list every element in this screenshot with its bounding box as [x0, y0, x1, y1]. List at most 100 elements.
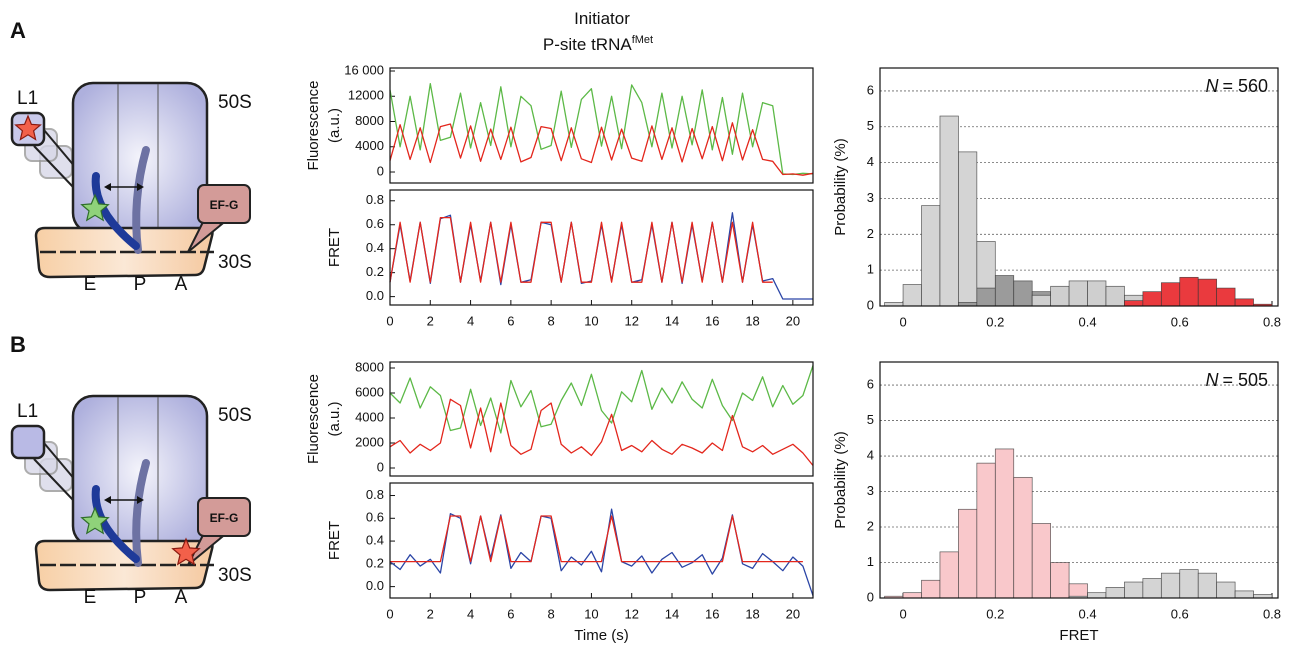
y-axis-title: Fluorescence: [305, 80, 322, 170]
histogram-bar: [1013, 476, 1033, 599]
x-axis-title: Time (s): [574, 627, 628, 644]
trace-line: [389, 365, 814, 434]
x-tick-label: 0: [899, 606, 906, 621]
acceptor-star: [171, 537, 201, 566]
x-tick-label: 4: [467, 313, 474, 328]
y-tick-label: 0: [377, 459, 384, 474]
y-tick-label: 0.2: [366, 264, 384, 279]
x-tick-label: 6: [507, 606, 514, 621]
y-tick-label: 16 000: [344, 62, 384, 77]
site-label: P: [134, 587, 147, 608]
y-tick-label: 2000: [355, 434, 384, 449]
trace-line: [390, 515, 803, 563]
y-tick-label: 0: [867, 589, 874, 604]
y-tick-label: 0.0: [366, 578, 384, 593]
ribosome-schematic: L1 50S 30S EF-G E P A: [10, 81, 252, 295]
y-tick-label: 0: [867, 297, 874, 312]
histogram-bar: [1142, 578, 1162, 599]
histogram-bar: [1087, 592, 1107, 599]
y-tick-label: 3: [867, 483, 874, 498]
trace-line: [389, 122, 814, 176]
x-tick-label: 8: [548, 606, 555, 621]
small-subunit-label: 30S: [218, 565, 252, 586]
x-tick-label: 16: [705, 313, 719, 328]
histogram-bar: [902, 284, 922, 307]
x-tick-label: 2: [427, 313, 434, 328]
y-tick-label: 0.8: [366, 487, 384, 502]
y-tick-label: 6000: [355, 384, 384, 399]
l1-label: L1: [17, 88, 38, 109]
histogram-bar: [921, 579, 941, 599]
x-axis-title: FRET: [1059, 627, 1098, 644]
histogram-bar: [1105, 587, 1125, 599]
y-axis-title: (a.u.): [326, 108, 343, 143]
histogram-bar: [1216, 581, 1236, 599]
histogram-bar: [1050, 562, 1070, 599]
sample-size-value: = 560: [1222, 76, 1268, 96]
histogram-bar: [1234, 590, 1254, 599]
histogram-bar: [1142, 291, 1162, 307]
histogram-bar: [1087, 280, 1107, 307]
histogram-bar: [1031, 294, 1051, 307]
histogram-bar: [958, 508, 978, 599]
y-tick-label: 2: [867, 226, 874, 241]
plot-frame: [389, 361, 814, 477]
trna-p: [132, 146, 150, 254]
l1-stalk: [43, 129, 77, 169]
histogram-bar: [1197, 278, 1218, 307]
l1-protein: [10, 424, 46, 460]
plot-frame: [389, 189, 814, 306]
x-tick-label: 0.8: [1263, 606, 1281, 621]
histogram-bar: [1216, 287, 1236, 307]
y-tick-label: 5: [867, 412, 874, 427]
histogram-bar: [921, 205, 941, 307]
plot-frame: [879, 67, 1279, 307]
histogram-bar: [976, 287, 996, 307]
y-tick-label: 0.6: [366, 510, 384, 525]
x-tick-label: 0.4: [1078, 314, 1096, 329]
histogram-bar: [1068, 280, 1088, 307]
trna-p: [132, 459, 150, 567]
x-tick-label: 8: [548, 313, 555, 328]
sample-size: N = 505: [1205, 370, 1268, 390]
x-tick-label: 4: [467, 606, 474, 621]
l1-label: L1: [17, 401, 38, 422]
histogram-bar: [1234, 298, 1254, 307]
subtitle-text: P-site tRNA: [543, 35, 632, 54]
y-axis-title: (a.u.): [326, 401, 343, 436]
y-tick-label: 3: [867, 190, 874, 205]
histogram-bar: [939, 551, 959, 599]
x-tick-label: 12: [624, 313, 638, 328]
y-axis-title: Probability (%): [832, 431, 849, 529]
sample-size-value: = 505: [1222, 370, 1268, 390]
histogram-bar: [1179, 569, 1199, 599]
l1-stalk: [33, 458, 75, 502]
ef-g: [197, 184, 251, 224]
plot-frame: [389, 67, 814, 184]
y-tick-label: 2: [867, 518, 874, 533]
trace-line: [389, 216, 773, 283]
donor-star: [80, 506, 110, 535]
site-label: E: [84, 587, 97, 608]
ef-g-label: EF-G: [210, 511, 239, 525]
x-tick-label: 6: [507, 313, 514, 328]
histogram-bar: [1124, 581, 1144, 599]
histogram-bar: [1160, 282, 1181, 307]
sample-size-symbol: N: [1205, 370, 1219, 390]
y-tick-label: 4000: [355, 409, 384, 424]
histogram-bar: [1124, 300, 1144, 307]
x-tick-label: 14: [665, 313, 679, 328]
y-tick-label: 5: [867, 118, 874, 133]
site-label: A: [175, 274, 188, 295]
l1-stalk: [43, 442, 77, 482]
y-tick-label: 0.6: [366, 216, 384, 231]
x-tick-label: 0.6: [1171, 606, 1189, 621]
y-axis-title: FRET: [326, 228, 343, 267]
plot-frame: [389, 482, 814, 599]
donor-star: [80, 193, 110, 222]
y-axis-title: FRET: [326, 521, 343, 560]
y-tick-label: 4000: [355, 138, 384, 153]
y-tick-label: 0.4: [366, 240, 384, 255]
x-tick-label: 2: [427, 606, 434, 621]
